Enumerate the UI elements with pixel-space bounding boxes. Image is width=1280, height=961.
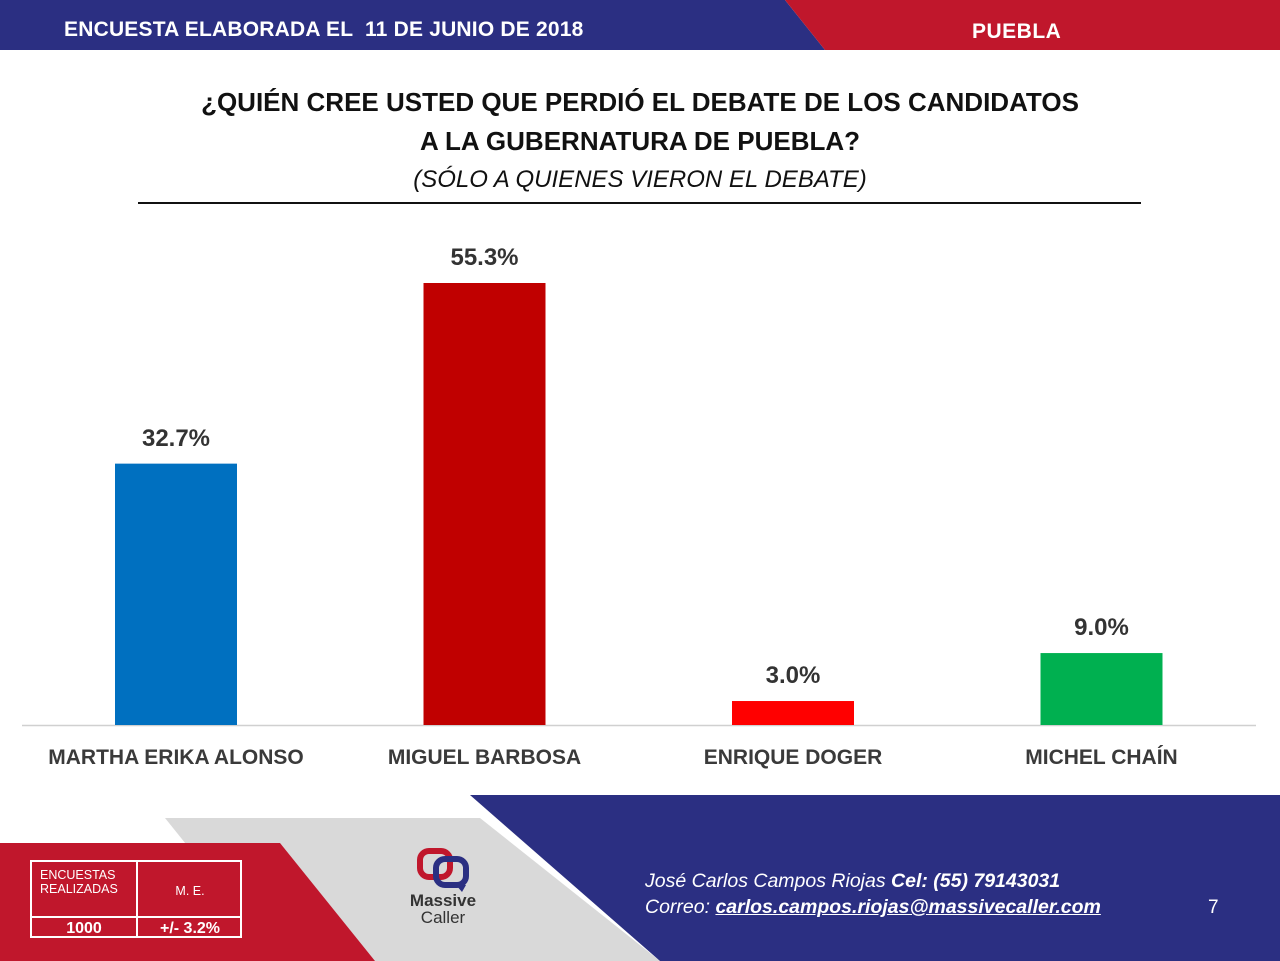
contact-email-line: Correo: carlos.campos.riojas@massivecall…: [645, 896, 1101, 919]
chart-subtitle: (SÓLO A QUIENES VIERON EL DEBATE): [413, 166, 867, 193]
stats-divider-horizontal: [32, 916, 240, 918]
survey-date-title: ENCUESTA ELABORADA EL 11 DE JUNIO DE 201…: [64, 18, 584, 41]
bar-chart-canvas: [22, 283, 1256, 727]
survey-stats-table: ENCUESTAS REALIZADAS M. E. 1000 +/- 3.2%: [30, 860, 242, 938]
bar-3: [732, 701, 854, 725]
logo-text-massive: Massive: [409, 891, 477, 910]
bar-1: [115, 463, 237, 725]
data-label-2: 55.3%: [450, 244, 519, 271]
contact-phone: Cel: (55) 79143031: [891, 870, 1061, 892]
contact-email-link[interactable]: carlos.campos.riojas@massivecaller.com: [715, 896, 1101, 918]
surveys-label: ENCUESTAS REALIZADAS: [40, 868, 118, 896]
bar-4: [1040, 653, 1163, 725]
logo-text-caller: Caller: [420, 908, 466, 927]
stats-divider-vertical: [136, 862, 138, 936]
contact-name-line: José Carlos Campos Riojas Cel: (55) 7914…: [645, 870, 1060, 893]
title-divider: [138, 202, 1141, 204]
contact-email-label: Correo:: [645, 896, 711, 918]
category-label-1: MARTHA ERIKA ALONSO: [48, 746, 304, 769]
bar-chart: 32.7% MARTHA ERIKA ALONSO 55.3% MIGUEL BARB…: [22, 244, 1256, 769]
surveys-count: 1000: [66, 920, 102, 937]
category-label-2: MIGUEL BARBOSA: [387, 746, 582, 769]
page-number: 7: [1208, 897, 1219, 918]
chart-title-line-1: ¿QUIÉN CREE USTED QUE PERDIÓ EL DEBATE D…: [201, 87, 1079, 117]
footer-blue-shape: [470, 795, 1280, 961]
footer-red-shape: [0, 843, 375, 961]
header-shapes: [0, 0, 1280, 50]
category-label-4: MICHEL CHAÍN: [1025, 746, 1178, 769]
header-blue-shape: [0, 0, 825, 50]
footer-band: [0, 795, 1280, 961]
footer-shapes: [0, 795, 1280, 961]
data-label-4: 9.0%: [1074, 614, 1129, 642]
region-label: PUEBLA: [972, 20, 1062, 43]
bar-2: [423, 283, 546, 725]
massive-caller-logo-icon: [417, 848, 469, 892]
margin-error-label: M. E.: [175, 884, 205, 898]
contact-name: José Carlos Campos Riojas: [645, 870, 886, 892]
header-band: [0, 0, 1280, 50]
data-label-3: 3.0%: [765, 662, 821, 690]
header-red-shape: [785, 0, 1280, 50]
category-label-3: ENRIQUE DOGER: [703, 746, 883, 769]
margin-error-value: +/- 3.2%: [159, 920, 221, 937]
data-label-1: 32.7%: [141, 424, 211, 452]
chart-title-line-2: A LA GUBERNATURA DE PUEBLA?: [419, 126, 861, 156]
